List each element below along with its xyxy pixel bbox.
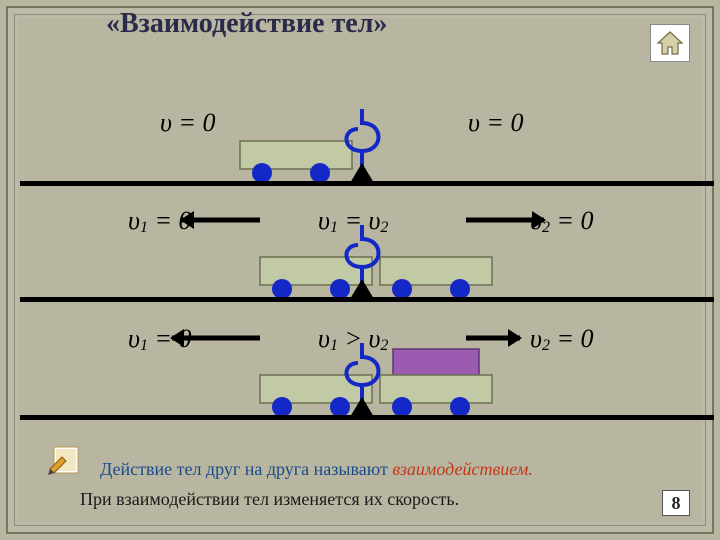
formula-label: υ1 > υ2 bbox=[318, 324, 388, 355]
formula-label: υ1 = 0 bbox=[128, 324, 191, 355]
formula-label: υ1 = 0 bbox=[128, 206, 191, 237]
cart-wheel bbox=[392, 397, 412, 417]
scene-svg bbox=[20, 82, 714, 186]
scene-row: υ1 = 0 υ1 = υ2 υ2 = 0 bbox=[20, 198, 714, 302]
cart-wheel bbox=[330, 279, 350, 299]
ground-line bbox=[20, 181, 714, 186]
pivot bbox=[350, 163, 374, 183]
consequence-line: При взаимодействии тел изменяется их ско… bbox=[80, 489, 459, 510]
formula-label: υ = 0 bbox=[468, 108, 523, 138]
scene-row: υ = 0 υ = 0 bbox=[20, 82, 714, 186]
formula-label: υ = 0 bbox=[160, 108, 215, 138]
home-button[interactable] bbox=[650, 24, 690, 62]
cart-wheel bbox=[310, 163, 330, 183]
arrow bbox=[466, 329, 522, 347]
home-icon bbox=[656, 30, 684, 56]
cart-load bbox=[393, 349, 479, 377]
formula-label: υ2 = 0 bbox=[530, 324, 593, 355]
definition-text: Действие тел друг на друга называют bbox=[100, 459, 392, 479]
cart-wheel bbox=[252, 163, 272, 183]
ground-line bbox=[20, 297, 714, 302]
page-title: «Взаимодействие тел» bbox=[106, 8, 466, 40]
cart-wheel bbox=[272, 279, 292, 299]
arrow bbox=[180, 211, 260, 229]
cart-wheel bbox=[330, 397, 350, 417]
formula-label: υ2 = 0 bbox=[530, 206, 593, 237]
note-icon bbox=[46, 439, 86, 482]
page-number[interactable]: 8 bbox=[662, 490, 690, 516]
cart-wheel bbox=[272, 397, 292, 417]
cart-wheel bbox=[450, 279, 470, 299]
cart-wheel bbox=[450, 397, 470, 417]
cart-wheel bbox=[392, 279, 412, 299]
ground-line bbox=[20, 415, 714, 420]
formula-label: υ1 = υ2 bbox=[318, 206, 388, 237]
definition-line: Действие тел друг на друга называют взаи… bbox=[100, 459, 533, 480]
scene-row: υ1 = 0 υ1 > υ2 υ2 = 0 bbox=[20, 316, 714, 420]
definition-emphasis: взаимодействием. bbox=[392, 459, 533, 479]
